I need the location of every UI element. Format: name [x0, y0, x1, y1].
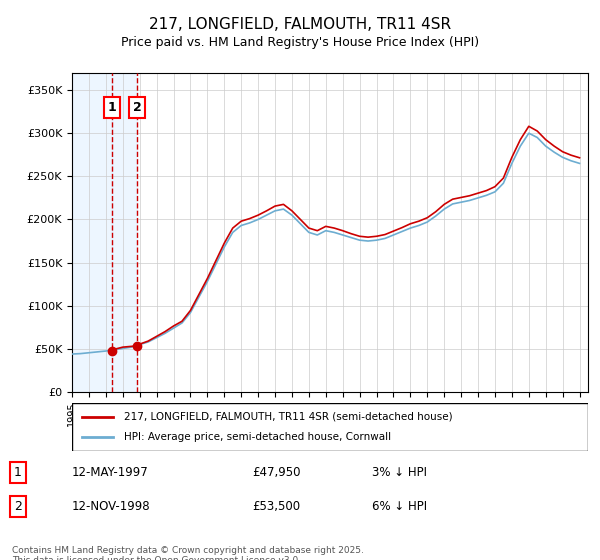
- Text: 1: 1: [14, 466, 22, 479]
- Text: 217, LONGFIELD, FALMOUTH, TR11 4SR: 217, LONGFIELD, FALMOUTH, TR11 4SR: [149, 17, 451, 32]
- Text: 1: 1: [107, 101, 116, 114]
- Bar: [112, 73, 137, 392]
- Text: £47,950: £47,950: [252, 466, 301, 479]
- Text: Contains HM Land Registry data © Crown copyright and database right 2025.
This d: Contains HM Land Registry data © Crown c…: [12, 546, 364, 560]
- Text: Price paid vs. HM Land Registry's House Price Index (HPI): Price paid vs. HM Land Registry's House …: [121, 36, 479, 49]
- FancyBboxPatch shape: [72, 403, 588, 451]
- Text: 12-NOV-1998: 12-NOV-1998: [72, 500, 151, 514]
- Text: £53,500: £53,500: [252, 500, 300, 514]
- Text: 3% ↓ HPI: 3% ↓ HPI: [372, 466, 427, 479]
- Text: 2: 2: [133, 101, 142, 114]
- Text: 2: 2: [14, 500, 22, 514]
- Bar: [72, 73, 112, 392]
- Text: 12-MAY-1997: 12-MAY-1997: [72, 466, 149, 479]
- Text: 6% ↓ HPI: 6% ↓ HPI: [372, 500, 427, 514]
- Text: HPI: Average price, semi-detached house, Cornwall: HPI: Average price, semi-detached house,…: [124, 432, 391, 442]
- Text: 217, LONGFIELD, FALMOUTH, TR11 4SR (semi-detached house): 217, LONGFIELD, FALMOUTH, TR11 4SR (semi…: [124, 412, 452, 422]
